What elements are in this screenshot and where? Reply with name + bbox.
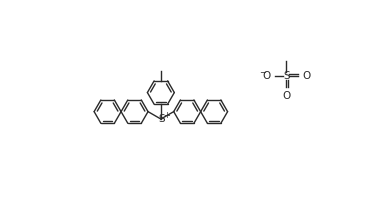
Text: O: O <box>262 71 271 81</box>
Text: O: O <box>282 91 291 101</box>
Text: S: S <box>158 114 165 124</box>
Text: −: − <box>259 68 266 77</box>
Text: O: O <box>302 71 310 81</box>
Text: S: S <box>283 71 290 81</box>
Text: +: + <box>163 111 170 121</box>
